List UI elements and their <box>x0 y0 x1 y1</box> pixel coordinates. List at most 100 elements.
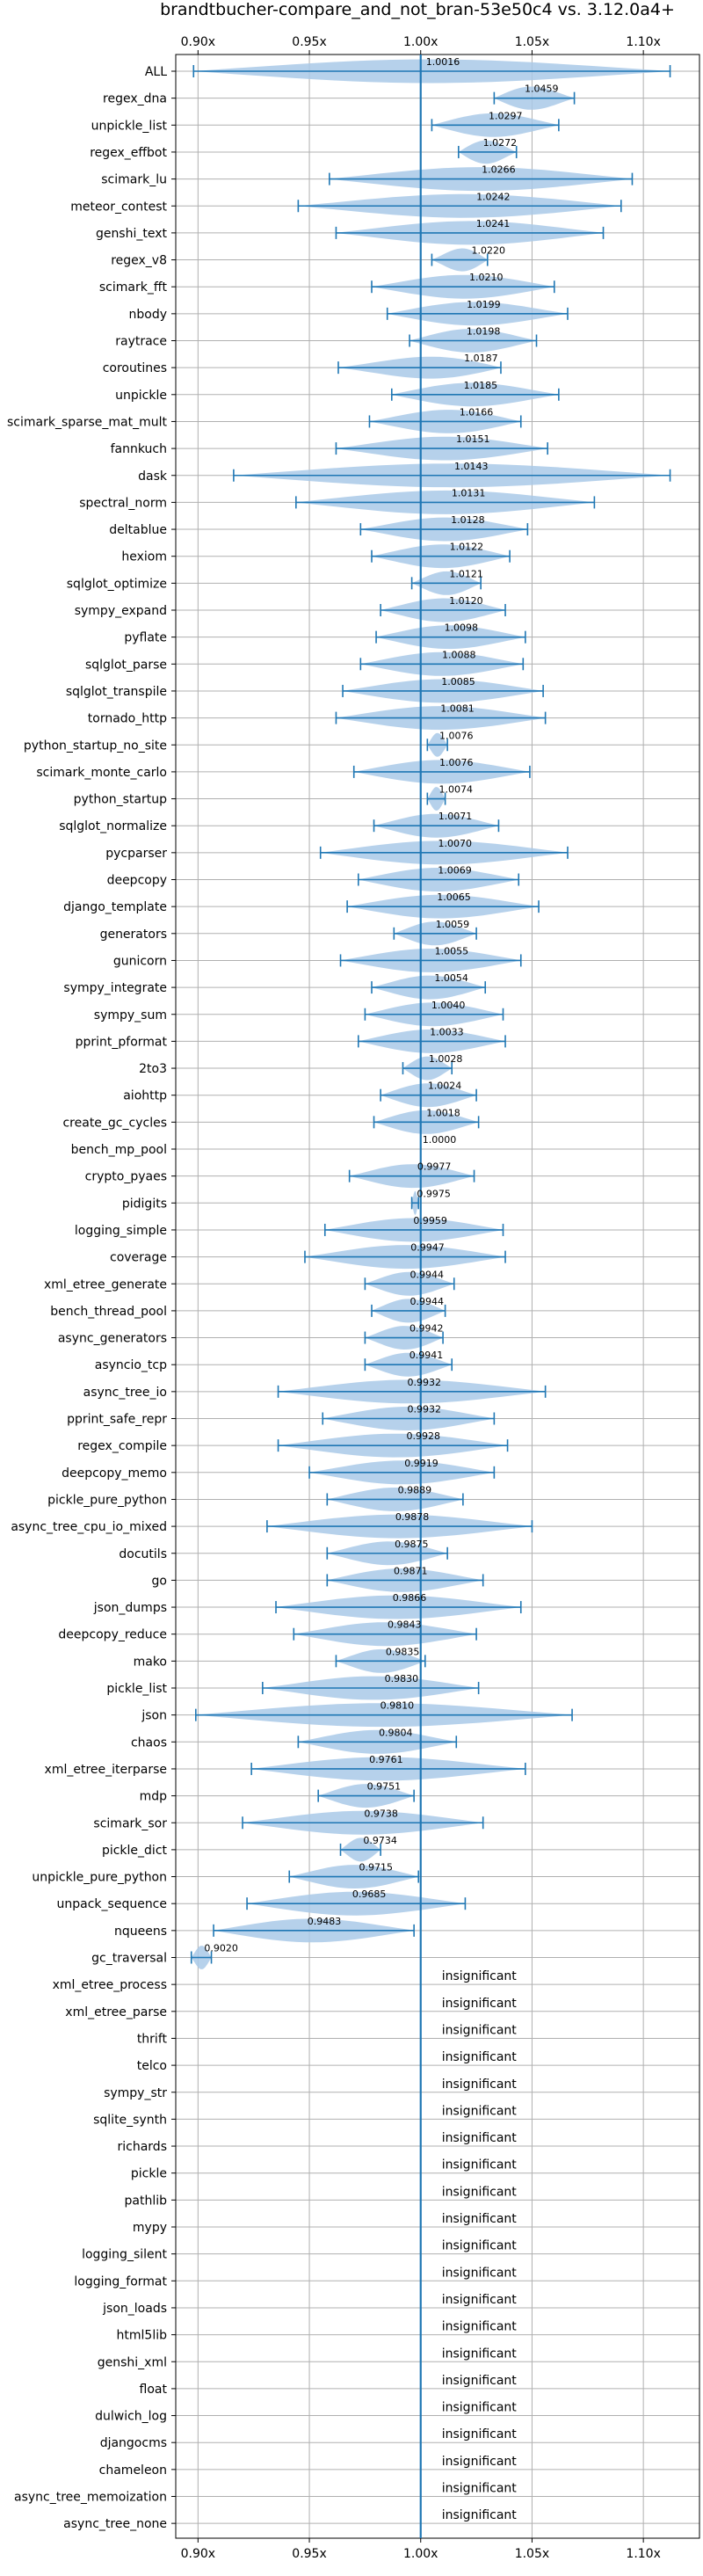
label-layer: ALL 1.0016 regex_dna 1.0459 unpickle_list 1.0… <box>7 56 559 2531</box>
category-label: regex_effbot <box>90 146 167 160</box>
category-label: regex_compile <box>77 1439 167 1453</box>
value-label: 1.0033 <box>430 1026 464 1037</box>
value-label: 0.9751 <box>367 1781 402 1793</box>
category-label: json <box>141 1709 167 1723</box>
category-label: django_template <box>63 900 167 914</box>
category-label: chameleon <box>99 2463 167 2478</box>
insignificant-label: insignificant <box>442 2293 518 2307</box>
category-label: coroutines <box>103 361 167 375</box>
category-label: pickle_dict <box>102 1844 168 1858</box>
category-label: sqlglot_transpile <box>66 685 167 699</box>
category-label: scimark_sor <box>93 1816 167 1830</box>
category-label: async_tree_none <box>63 2517 167 2531</box>
value-label: 1.0241 <box>476 218 511 229</box>
value-label: 0.9843 <box>388 1619 422 1631</box>
insignificant-label: insignificant <box>442 2104 518 2118</box>
category-label: mako <box>134 1655 167 1669</box>
category-label: raytrace <box>115 335 167 349</box>
category-label: generators <box>100 928 167 942</box>
value-label: 0.9685 <box>352 1888 387 1900</box>
value-label: 0.9866 <box>393 1592 427 1604</box>
x-tick-label-top: 1.10x <box>626 35 660 49</box>
value-label: 1.0040 <box>431 1000 466 1011</box>
value-label: 1.0120 <box>449 595 483 607</box>
violin-layer <box>190 59 671 1969</box>
category-label: meteor_contest <box>70 200 167 214</box>
category-label: 2to3 <box>139 1062 167 1076</box>
value-label: 1.0198 <box>467 326 501 338</box>
category-label: nbody <box>129 308 168 322</box>
category-label: chaos <box>131 1736 167 1750</box>
category-label: xml_etree_process <box>53 1978 167 1992</box>
category-label: mypy <box>133 2221 167 2235</box>
category-label: mdp <box>140 1790 168 1804</box>
category-label: pycparser <box>105 847 167 861</box>
value-label: 0.9977 <box>417 1161 452 1173</box>
x-tick-label-top: 0.90x <box>181 35 215 49</box>
insignificant-label: insignificant <box>442 1997 518 2011</box>
insignificant-label: insignificant <box>442 2212 518 2226</box>
category-label: async_tree_memoization <box>14 2491 167 2505</box>
x-tick-label-top: 0.95x <box>292 35 326 49</box>
insignificant-label: insignificant <box>442 2455 518 2469</box>
category-label: sqlglot_optimize <box>67 577 167 591</box>
category-label: json_loads <box>102 2302 167 2316</box>
value-label: 1.0220 <box>471 245 505 257</box>
category-label: python_startup <box>74 793 167 807</box>
value-label: 0.9944 <box>410 1269 445 1280</box>
insignificant-label: insignificant <box>442 2347 518 2361</box>
value-label: 0.9928 <box>406 1430 440 1442</box>
value-label: 0.9932 <box>408 1377 442 1388</box>
category-label: scimark_monte_carlo <box>36 766 167 780</box>
category-label: unpickle_pure_python <box>32 1871 167 1885</box>
value-label: 1.0297 <box>489 110 523 121</box>
value-label: 1.0065 <box>437 891 471 903</box>
category-label: async_tree_cpu_io_mixed <box>11 1520 167 1534</box>
category-label: asyncio_tcp <box>95 1358 167 1372</box>
value-label: 1.0210 <box>469 272 504 283</box>
value-label: 1.0199 <box>467 299 501 310</box>
value-label: 0.9941 <box>409 1350 444 1361</box>
value-label: 0.9889 <box>398 1484 432 1495</box>
category-label: sympy_str <box>104 2086 167 2100</box>
value-label: 1.0122 <box>450 542 484 553</box>
category-label: regex_dna <box>103 92 167 106</box>
category-label: async_generators <box>58 1332 167 1346</box>
value-label: 1.0266 <box>482 164 516 176</box>
value-label: 1.0055 <box>435 945 469 957</box>
value-label: 1.0081 <box>440 703 474 715</box>
insignificant-label: insignificant <box>442 2266 518 2280</box>
value-label: 1.0085 <box>441 676 475 688</box>
chart-title: brandtbucher-compare_and_not_bran-53e50c… <box>160 0 675 19</box>
category-label: bench_mp_pool <box>71 1143 167 1157</box>
category-label: bench_thread_pool <box>50 1305 167 1319</box>
value-label: 1.0071 <box>438 811 473 822</box>
value-label: 1.0088 <box>442 649 475 660</box>
category-label: tornado_http <box>88 712 167 726</box>
category-label: create_gc_cycles <box>62 1116 167 1130</box>
insignificant-label: insignificant <box>442 2050 518 2064</box>
category-label: docutils <box>119 1547 167 1561</box>
x-tick-label-top: 1.05x <box>515 35 549 49</box>
value-label: 0.9947 <box>410 1242 445 1254</box>
category-label: ALL <box>145 65 167 79</box>
category-label: sympy_expand <box>75 604 167 618</box>
value-label: 0.9942 <box>409 1323 444 1335</box>
insignificant-label: insignificant <box>442 2158 518 2172</box>
value-label: 1.0054 <box>434 972 468 984</box>
value-label: 0.9020 <box>204 1943 237 1954</box>
plot-frame <box>175 54 700 2539</box>
value-label: 1.0151 <box>456 433 490 445</box>
insignificant-label: insignificant <box>442 1969 518 1983</box>
value-label: 0.9919 <box>404 1458 438 1469</box>
value-label: 1.0242 <box>476 191 511 202</box>
value-label: 1.0128 <box>451 514 485 526</box>
category-label: dulwich_log <box>95 2410 167 2424</box>
category-label: pyflate <box>124 631 167 645</box>
value-label: 0.9810 <box>380 1700 415 1712</box>
category-label: coverage <box>110 1251 167 1265</box>
insignificant-label: insignificant <box>442 2023 518 2037</box>
value-label: 1.0076 <box>439 730 474 741</box>
category-label: unpickle <box>115 389 167 403</box>
